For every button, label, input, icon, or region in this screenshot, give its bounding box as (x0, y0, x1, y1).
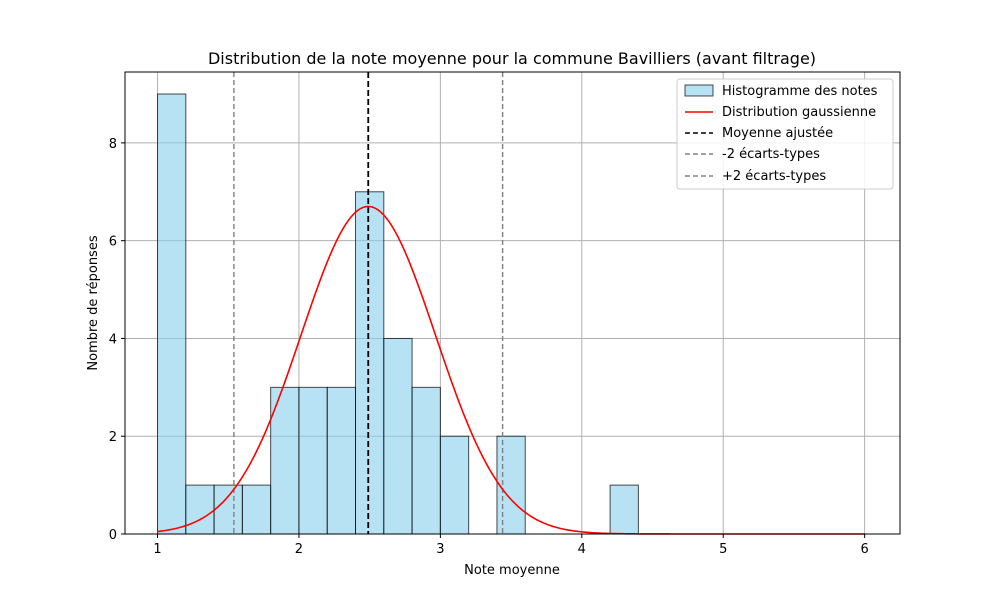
legend-label-minus-2sd: -2 écarts-types (722, 147, 820, 162)
histogram-bar (439, 435, 470, 535)
legend-swatch-histogram (684, 84, 714, 97)
histogram-bar (298, 386, 328, 535)
y-tick-label: 8 (109, 137, 117, 152)
legend-label-gaussian: Distribution gaussienne (722, 105, 876, 120)
histogram-bar (241, 484, 272, 535)
chart-title: Distribution de la note moyenne pour la … (208, 49, 816, 68)
y-tick-label: 4 (109, 332, 117, 347)
legend-label-mean: Moyenne ajustée (722, 126, 833, 141)
histogram-bar (609, 484, 639, 535)
x-axis-title: Note moyenne (464, 563, 560, 578)
legend-label-plus-2sd: +2 écarts-types (722, 169, 826, 184)
plot-frame (124, 71, 901, 535)
legend: Histogramme des notes Distribution gauss… (676, 78, 894, 190)
x-tick-label: 6 (861, 542, 869, 557)
y-tick-label: 0 (109, 528, 117, 543)
x-tick-label: 3 (436, 542, 444, 557)
histogram-bar (157, 93, 187, 535)
legend-label-histogram: Histogramme des notes (722, 84, 878, 99)
histogram-bar (383, 337, 413, 535)
x-tick-label: 2 (295, 542, 303, 557)
vertical-lines (233, 72, 504, 534)
histogram-bar (355, 191, 385, 535)
x-tick-label: 1 (153, 542, 161, 557)
x-tick-label: 5 (719, 542, 727, 557)
histogram-bar (411, 386, 441, 535)
histogram-bar (213, 484, 243, 535)
axis-ticks: 1 2 3 4 5 6 0 2 4 6 8 (109, 137, 869, 557)
y-tick-label: 6 (109, 235, 117, 250)
histogram-bar (185, 484, 215, 535)
x-tick-label: 4 (578, 542, 586, 557)
histogram-bar (496, 435, 526, 535)
histogram-bar (270, 386, 300, 535)
y-tick-label: 2 (109, 430, 117, 445)
legend-frame (676, 78, 894, 190)
histogram-bars (157, 93, 639, 535)
histogram-bar (326, 386, 357, 535)
y-axis-title: Nombre de réponses (86, 235, 101, 370)
